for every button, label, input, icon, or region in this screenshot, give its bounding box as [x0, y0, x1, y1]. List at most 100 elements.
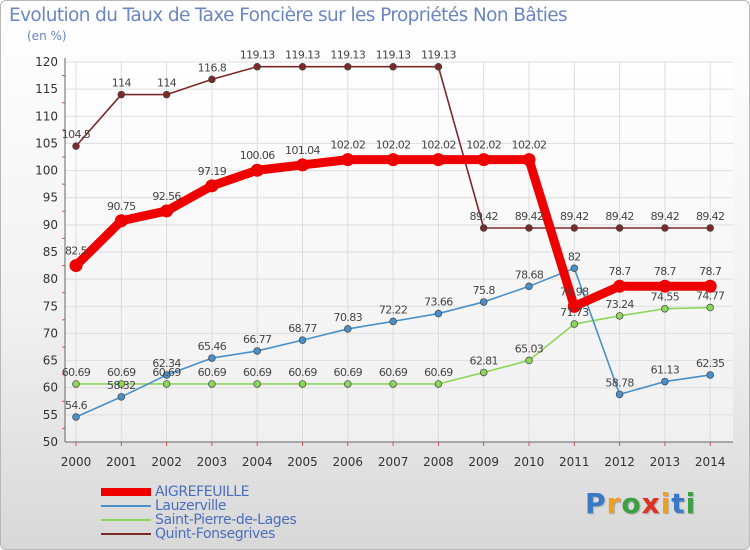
data-label-aigrefeuille: 82.5	[65, 245, 88, 258]
y-tick-label: 85	[43, 245, 58, 259]
data-label-lauzerville: 68.77	[288, 322, 317, 335]
data-label-lauzerville: 61.13	[651, 364, 680, 377]
data-point-quint-fonsegrives	[570, 224, 579, 232]
x-tick-label: 2008	[423, 455, 454, 469]
data-label-quint-fonsegrives: 119.13	[376, 49, 411, 62]
data-point-saint-pierre-de-lages	[570, 320, 579, 328]
data-point-saint-pierre-de-lages	[706, 303, 714, 312]
y-tick-label: 50	[43, 435, 58, 449]
data-point-lauzerville	[253, 347, 261, 355]
data-point-lauzerville	[661, 377, 669, 386]
y-tick-label: 80	[43, 272, 58, 286]
grid	[65, 61, 733, 443]
data-label-lauzerville: 75.8	[473, 284, 496, 297]
data-point-saint-pierre-de-lages	[389, 380, 397, 388]
legend-label-aigrefeuille: AIGREFEUILLE	[155, 484, 250, 500]
data-label-aigrefeuille: 102.02	[330, 139, 365, 152]
data-label-aigrefeuille: 102.02	[421, 139, 456, 152]
axes: 50 55 60 65 70 75 80 85 90 95 100 105 110 115 120 2000 2…	[35, 55, 733, 469]
data-label-saint-pierre-de-lages: 60.69	[424, 366, 453, 379]
data-label-quint-fonsegrives: 114	[157, 77, 177, 90]
legend-label-quint-fonsegrives: Quint-Fonsegrives	[155, 526, 276, 542]
y-axis-unit: (en %)	[27, 29, 67, 43]
data-point-aigrefeuille	[250, 163, 264, 177]
data-point-lauzerville	[525, 282, 533, 291]
data-point-saint-pierre-de-lages	[298, 380, 307, 388]
data-point-quint-fonsegrives	[525, 224, 533, 232]
y-tick-label: 70	[43, 326, 58, 340]
data-point-aigrefeuille	[477, 153, 491, 167]
data-point-lauzerville	[389, 317, 397, 326]
data-point-quint-fonsegrives	[117, 90, 126, 99]
data-point-aigrefeuille	[160, 204, 174, 218]
y-tick-label: 75	[43, 299, 58, 313]
data-point-lauzerville	[72, 413, 80, 421]
data-labels: 104.5 114 114 116.8 119.13 119.13 119.13 119.13…	[62, 49, 726, 412]
data-label-quint-fonsegrives: 119.13	[285, 49, 320, 62]
y-tick-label: 110	[35, 109, 58, 123]
data-label-quint-fonsegrives: 116.8	[198, 61, 227, 74]
data-label-aigrefeuille: 102.02	[466, 139, 501, 152]
data-point-aigrefeuille	[341, 153, 355, 167]
data-point-quint-fonsegrives	[208, 75, 216, 84]
series-group	[69, 62, 717, 421]
logo-letter: o	[621, 487, 642, 520]
data-label-saint-pierre-de-lages: 60.69	[334, 366, 363, 379]
legend-swatch-lauzerville	[101, 505, 151, 507]
data-point-saint-pierre-de-lages	[162, 380, 171, 388]
data-point-aigrefeuille	[431, 153, 445, 167]
y-tick-label: 95	[43, 191, 58, 205]
x-tick-label: 2012	[604, 455, 635, 469]
data-label-saint-pierre-de-lages: 62.81	[469, 354, 498, 367]
y-tick-label: 90	[43, 218, 58, 232]
data-label-quint-fonsegrives: 119.13	[240, 49, 275, 62]
logo-letter: x	[641, 487, 661, 520]
y-tick-label: 105	[35, 136, 58, 150]
data-point-lauzerville	[479, 298, 488, 306]
data-label-quint-fonsegrives: 119.13	[421, 49, 456, 62]
data-point-quint-fonsegrives	[615, 224, 624, 232]
data-label-aigrefeuille: 101.04	[285, 144, 320, 157]
data-label-lauzerville: 72.22	[379, 303, 408, 316]
data-point-quint-fonsegrives	[162, 90, 171, 99]
x-tick-label: 2006	[333, 455, 364, 469]
data-point-lauzerville	[570, 264, 579, 273]
x-tick-label: 2002	[151, 455, 182, 469]
legend-label-lauzerville: Lauzerville	[155, 498, 227, 514]
data-point-saint-pierre-de-lages	[208, 380, 216, 388]
data-point-saint-pierre-de-lages	[479, 368, 488, 377]
legend-swatch-aigrefeuille	[101, 488, 151, 496]
data-label-aigrefeuille: 90.75	[107, 200, 136, 213]
data-point-aigrefeuille	[69, 259, 83, 273]
data-label-quint-fonsegrives: 119.13	[330, 49, 365, 62]
data-label-lauzerville: 65.46	[198, 340, 227, 353]
data-point-saint-pierre-de-lages	[253, 380, 261, 388]
data-label-aigrefeuille: 78.7	[654, 265, 677, 278]
data-label-quint-fonsegrives: 89.42	[469, 210, 498, 223]
x-tick-label: 2005	[287, 455, 318, 469]
data-label-aigrefeuille: 78.7	[699, 265, 722, 278]
y-tick-label: 115	[35, 82, 58, 96]
data-label-lauzerville: 66.77	[243, 333, 272, 346]
data-point-quint-fonsegrives	[661, 224, 669, 232]
data-label-saint-pierre-de-lages: 60.69	[243, 366, 272, 379]
x-tick-label: 2009	[468, 455, 499, 469]
data-point-saint-pierre-de-lages	[525, 356, 533, 365]
data-point-aigrefeuille	[296, 158, 309, 172]
data-point-aigrefeuille	[567, 299, 581, 313]
data-point-lauzerville	[344, 325, 352, 333]
data-label-aigrefeuille: 102.02	[512, 139, 547, 152]
data-label-lauzerville: 62.34	[152, 357, 181, 370]
data-point-lauzerville	[434, 309, 443, 318]
data-label-lauzerville: 82	[568, 250, 581, 263]
data-point-lauzerville	[162, 371, 171, 379]
data-label-aigrefeuille: 102.02	[376, 139, 411, 152]
data-point-saint-pierre-de-lages	[434, 380, 443, 388]
data-point-lauzerville	[208, 354, 216, 362]
data-label-saint-pierre-de-lages: 74.55	[651, 291, 680, 304]
x-tick-label: 2011	[559, 455, 590, 469]
chart-title: Evolution du Taux de Taxe Foncière sur l…	[9, 5, 568, 26]
y-tick-label: 55	[43, 408, 58, 422]
